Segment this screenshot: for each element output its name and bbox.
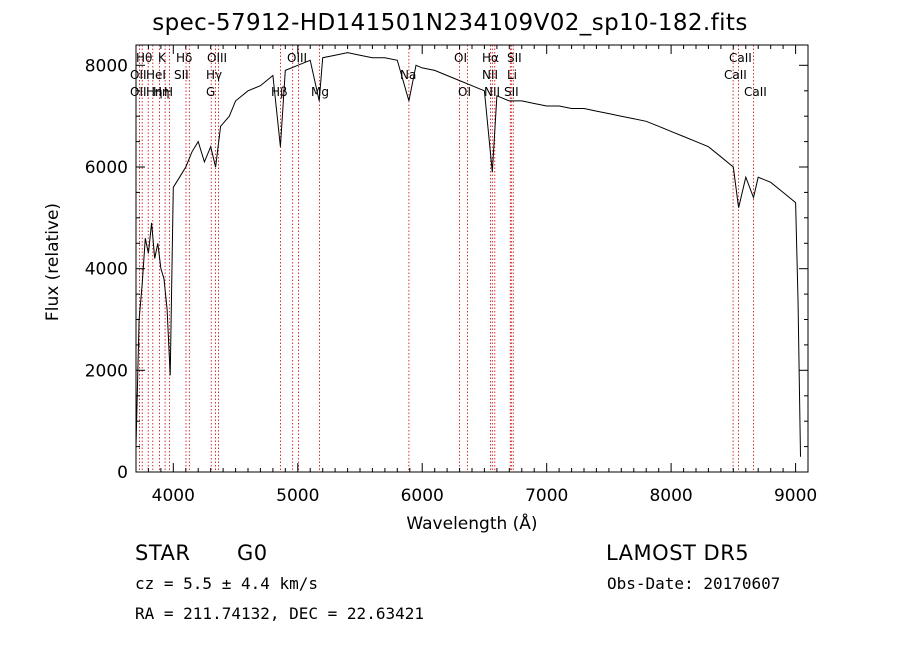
spectral-line-label: OI — [458, 85, 471, 99]
x-axis-label: Wavelength (Å) — [406, 512, 537, 534]
spectral-subclass: G0 — [237, 541, 268, 565]
spectral-line-label: NII — [484, 85, 500, 99]
spectral-line-label: K — [158, 51, 167, 65]
observation-date: Obs-Date: 20170607 — [607, 574, 781, 593]
spectral-line-label: Hη — [153, 85, 170, 99]
spectral-line-label: CaII — [744, 85, 767, 99]
spectral-line-label: Mg — [311, 85, 329, 99]
spectral-line-label: Hδ — [176, 51, 192, 65]
spectral-line-label: SII — [504, 85, 519, 99]
y-tick-label: 4000 — [85, 260, 128, 280]
spectral-line-label: OII — [130, 68, 147, 82]
y-tick-label: 0 — [117, 463, 128, 483]
y-tick-label: 8000 — [85, 56, 128, 76]
spectrum-line — [135, 52, 801, 457]
tick-labels: 4000 5000 6000 7000 8000 9000 0 2000 4000 6000 800… — [85, 56, 817, 506]
x-tick-label: 7000 — [525, 486, 568, 506]
spectral-line-label: Na — [400, 68, 416, 82]
spectral-line-label: Hβ — [271, 85, 288, 99]
spectral-line-label: SII — [174, 68, 189, 82]
spectral-line-label: NII — [482, 68, 498, 82]
chart-title: spec-57912-HD141501N234109V02_sp10-182.f… — [152, 10, 748, 36]
spectral-line-label: CaII — [724, 68, 747, 82]
spectral-line-label: Hθ — [136, 51, 152, 65]
spectral-line-label: OI — [454, 51, 467, 65]
plot-frame — [135, 44, 809, 473]
spectral-line-label: H — [164, 85, 173, 99]
x-tick-label: 8000 — [649, 486, 692, 506]
axis-ticks — [135, 45, 809, 473]
spectral-line-label: SII — [507, 51, 522, 65]
redshift-value: cz = 5.5 ± 4.4 km/s — [135, 574, 319, 593]
spectral-line-label: OIII — [207, 51, 227, 65]
x-tick-label: 9000 — [774, 486, 817, 506]
y-tick-label: 2000 — [85, 361, 128, 381]
spectral-line-label: Li — [507, 68, 517, 82]
spectral-line-label: Hα — [482, 51, 499, 65]
x-tick-label: 5000 — [276, 486, 319, 506]
spectral-line-label: OIII — [287, 51, 307, 65]
coordinates: RA = 211.74132, DEC = 22.63421 — [135, 604, 424, 623]
spectral-line-label: G — [206, 85, 215, 99]
spectral-line-label: Hγ — [206, 68, 222, 82]
y-tick-label: 6000 — [85, 158, 128, 178]
survey-name: LAMOST DR5 — [606, 541, 750, 565]
spectral-line-label: HeI — [146, 68, 166, 82]
marker-lines — [138, 45, 754, 472]
object-class: STAR — [135, 541, 191, 565]
x-tick-label: 4000 — [152, 486, 195, 506]
x-tick-label: 6000 — [401, 486, 444, 506]
spectral-line-label: CaII — [729, 51, 752, 65]
spectral-line-label: Hη — [146, 85, 163, 99]
y-axis-label: Flux (relative) — [43, 203, 63, 321]
spectral-line-label: OII — [130, 85, 147, 99]
